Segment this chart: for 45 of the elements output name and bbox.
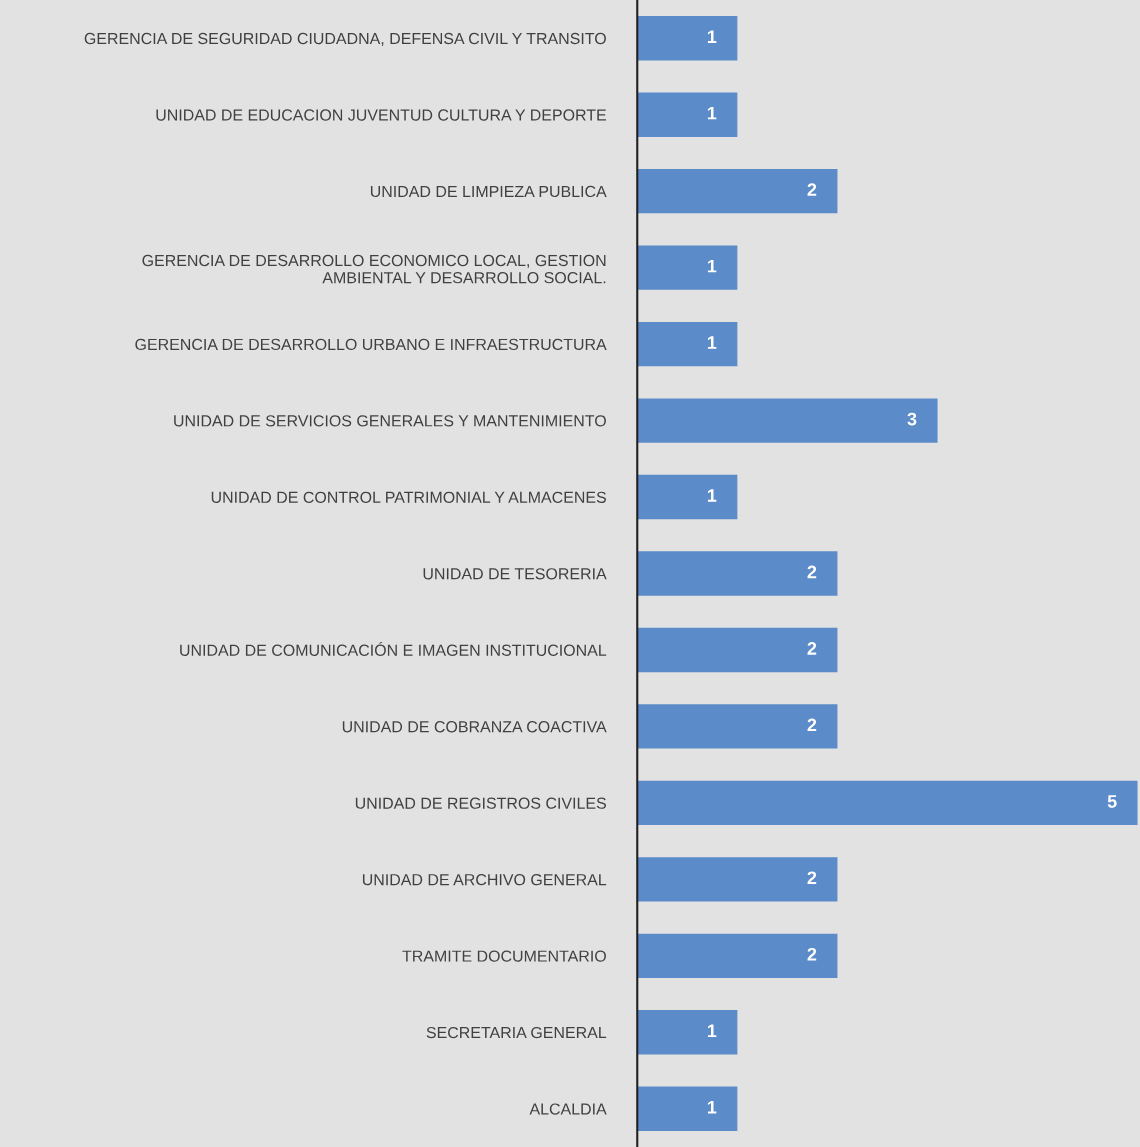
data-label: 3 <box>907 412 917 426</box>
data-label: 5 <box>1107 795 1117 808</box>
data-label: 1 <box>707 106 717 120</box>
y-tick-label: UNIDAD DE SERVICIOS GENERALES Y MANTENIMIENTO <box>174 415 606 427</box>
data-label: 2 <box>807 183 817 196</box>
bar <box>637 245 738 290</box>
bar <box>637 16 738 61</box>
y-tick-label: UNIDAD DE LIMPIEZA PUBLICA <box>370 185 607 198</box>
bar <box>637 92 738 137</box>
data-label: 1 <box>707 259 717 273</box>
data-label: 2 <box>807 871 817 885</box>
bar <box>637 627 838 673</box>
bar <box>637 857 838 902</box>
y-tick-label: UNIDAD DE REGISTROS CIVILES <box>355 797 606 809</box>
y-tick-label: UNIDAD DE COMUNICACIÓN E IMAGEN INSTITUCIONAL <box>180 641 607 656</box>
data-label: 1 <box>707 1024 717 1037</box>
y-tick-label: UNIDAD DE ARCHIVO GENERAL <box>362 874 607 886</box>
y-tick-label: GERENCIA DE SEGURIDAD CIUDADNA, DEFENSA CIVIL Y TRANSITO <box>84 32 606 47</box>
data-label: 1 <box>707 30 717 43</box>
data-label: 2 <box>807 642 817 655</box>
y-tick-label: GERENCIA DE DESARROLLO ECONOMICO LOCAL, GESTION AMBIENTAL Y DESARROLLO SOCIAL. <box>142 254 606 284</box>
bar <box>637 551 838 596</box>
y-tick-label: UNIDAD DE CONTROL PATRIMONIAL Y ALMACENES <box>211 491 606 503</box>
bar <box>637 1086 738 1131</box>
data-label: 1 <box>707 1101 717 1114</box>
bar <box>637 168 838 214</box>
y-tick-label: SECRETARIA GENERAL <box>426 1026 607 1039</box>
bar <box>637 780 1138 826</box>
data-label: 1 <box>707 489 717 502</box>
y-tick-label: UNIDAD DE EDUCACION JUVENTUD CULTURA Y DEPORTE <box>156 109 607 121</box>
y-tick-label: GERENCIA DE DESARROLLO URBANO E INFRAESTRUCTURA <box>135 338 607 351</box>
bar <box>637 1010 738 1055</box>
bar <box>637 474 738 520</box>
bar <box>637 704 838 749</box>
y-tick-label: UNIDAD DE TESORERIA <box>423 568 607 580</box>
bar <box>637 933 838 979</box>
y-tick-label: TRAMITE DOCUMENTARIO <box>402 950 606 962</box>
data-label: 2 <box>807 565 817 579</box>
data-label: 1 <box>707 336 717 349</box>
bar <box>637 321 738 367</box>
data-label: 2 <box>807 947 817 961</box>
data-label: 2 <box>807 718 817 732</box>
y-tick-label: ALCALDIA <box>529 1103 607 1115</box>
y-tick-label: UNIDAD DE COBRANZA COACTIVA <box>342 721 607 733</box>
bar <box>637 398 938 443</box>
